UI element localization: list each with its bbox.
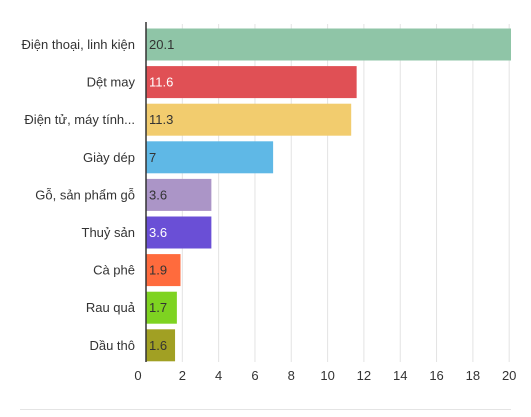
value-label: 1.9: [149, 263, 167, 278]
x-tick-label: 14: [393, 368, 407, 383]
category-label: Giày dép: [83, 150, 135, 165]
value-label: 11.3: [149, 112, 173, 127]
bars: [146, 28, 511, 362]
category-label: Dệt may: [87, 75, 136, 90]
category-label: Điện tử, máy tính...: [24, 112, 135, 127]
bar: [146, 66, 357, 99]
x-tick-label: 16: [429, 368, 443, 383]
value-label: 1.6: [149, 338, 167, 353]
value-label: 20.1: [149, 37, 174, 52]
x-tick-label: 2: [179, 368, 186, 383]
value-label: 3.6: [149, 187, 167, 202]
x-tick-label: 0: [134, 368, 141, 383]
category-label: Cà phê: [93, 263, 135, 278]
value-labels: 20.1 11.6 11.3 7 3.6 3.6 1.9 1.7 1.6: [149, 37, 174, 353]
category-label: Thuỷ sản: [82, 225, 135, 240]
bar: [146, 141, 274, 174]
category-label: Dầu thô: [89, 338, 135, 353]
value-label: 3.6: [149, 225, 167, 240]
x-tick-label: 8: [288, 368, 295, 383]
x-tick-label: 12: [357, 368, 371, 383]
bar: [146, 329, 176, 362]
x-tick-label: 20: [502, 368, 516, 383]
bar: [146, 254, 181, 287]
bar: [146, 291, 177, 324]
x-tick-label: 4: [215, 368, 222, 383]
bar: [146, 103, 352, 136]
category-labels: Điện thoại, linh kiện Dệt may Điện tử, máy…: [22, 37, 136, 353]
bar: [146, 216, 212, 249]
value-label: 7: [149, 150, 156, 165]
value-label: 11.6: [149, 75, 173, 90]
category-label: Điện thoại, linh kiện: [22, 37, 135, 52]
footer-divider: [20, 409, 511, 410]
category-label: Rau quả: [86, 300, 136, 315]
x-tick-label: 10: [320, 368, 334, 383]
bar: [146, 28, 511, 61]
bar: [146, 178, 212, 211]
x-tick-label: 18: [466, 368, 480, 383]
value-label: 1.7: [149, 300, 167, 315]
category-label: Gỗ, sản phẩm gỗ: [35, 187, 135, 202]
x-tick-label: 6: [251, 368, 258, 383]
x-axis-tick-labels: 0 2 4 6 8 10 12 14 16 18 20: [134, 368, 516, 383]
